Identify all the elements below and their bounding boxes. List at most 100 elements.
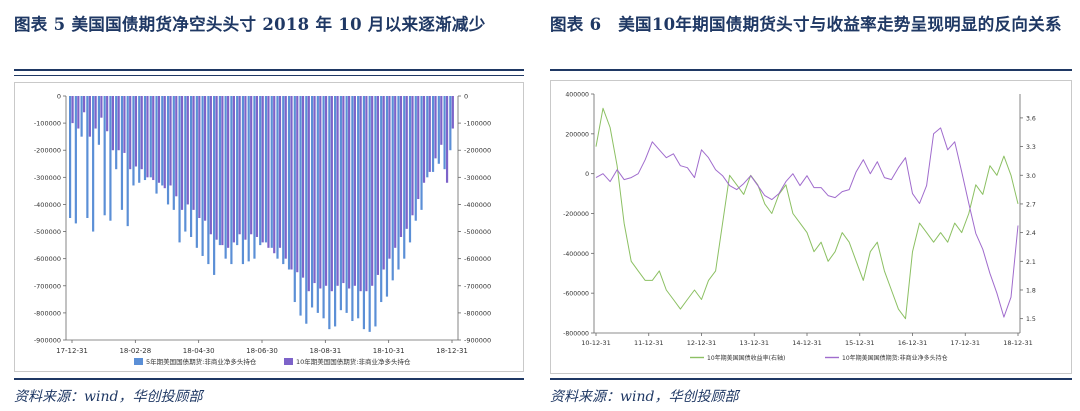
- bar: [313, 96, 316, 284]
- bar: [213, 96, 216, 275]
- x-tick-label: 17-12-31: [950, 339, 980, 347]
- bar: [267, 96, 270, 248]
- bar: [405, 96, 408, 229]
- bar: [365, 96, 368, 292]
- bar: [359, 96, 362, 292]
- bar: [94, 96, 97, 129]
- y-tick-label: -600000: [563, 291, 589, 298]
- figure-5: 图表 5 美国国债期货净空头头寸 2018 年 10 月以来逐渐减少 0 0 -10…: [0, 0, 530, 411]
- legend-swatch: [134, 358, 143, 365]
- legend-swatch: [284, 358, 293, 365]
- bar: [328, 96, 331, 330]
- y2-tick-label: -500000: [464, 228, 491, 236]
- bar: [451, 96, 454, 129]
- bar: [255, 96, 259, 237]
- y2-tick-label: 3.3: [1026, 144, 1036, 151]
- bar: [106, 96, 109, 132]
- y2-tick-label: -100000: [464, 120, 491, 128]
- y2-tick-label: -700000: [464, 282, 491, 290]
- bar: [80, 96, 83, 137]
- bar: [362, 96, 366, 330]
- bar: [198, 96, 201, 218]
- bar: [201, 96, 204, 256]
- bar: [192, 96, 195, 210]
- bar: [299, 96, 302, 316]
- title-rule-thin: [14, 75, 524, 76]
- line-chart: 400000 200000 0 -200000 -400000 -600000 -80000…: [550, 80, 1072, 374]
- figure-6: 图表 6 美国10年期国债期货头寸与收益率走势呈现明显的反向关系 400000 2…: [548, 0, 1080, 411]
- title-rule: [14, 69, 524, 71]
- bar: [382, 96, 385, 270]
- bar: [394, 96, 397, 248]
- x-tick-label: 17-12-31: [56, 347, 88, 355]
- bar: [408, 96, 412, 243]
- y-tick-label: 200000: [565, 131, 589, 138]
- bar: [422, 96, 426, 183]
- bar: [287, 96, 291, 270]
- bar: [353, 96, 356, 286]
- bar: [123, 96, 126, 153]
- x-tick-label: 13-12-31: [739, 339, 769, 347]
- y-tick-label: 0: [585, 171, 589, 178]
- bar: [385, 96, 389, 297]
- bar: [293, 96, 296, 303]
- bar: [437, 96, 440, 164]
- bar: [175, 96, 178, 197]
- bar: [71, 96, 74, 124]
- bar: [224, 96, 227, 259]
- bar: [134, 96, 138, 167]
- bar: [209, 96, 212, 235]
- series-line: [595, 107, 1019, 320]
- y-tick-label: -600000: [34, 255, 61, 263]
- bar: [253, 96, 256, 259]
- bar: [97, 96, 100, 145]
- bar: [426, 96, 429, 178]
- y2-tick-label: 2.4: [1026, 230, 1036, 237]
- bar: [88, 96, 91, 137]
- bar: [278, 96, 282, 248]
- bar-chart: 0 0 -100000 -100000 -200000 -200000 -300000 -30…: [14, 82, 524, 372]
- bar: [140, 96, 143, 170]
- bar: [428, 96, 431, 172]
- bar: [227, 96, 230, 248]
- bar: [241, 96, 245, 265]
- x-tick-label: 18-12-31: [1003, 339, 1033, 347]
- bar: [345, 96, 348, 313]
- x-tick-label: 14-12-31: [792, 339, 822, 347]
- bar: [218, 96, 221, 246]
- y-tick-label: -800000: [34, 309, 61, 317]
- bar: [348, 96, 351, 289]
- x-tick-label: 16-12-31: [898, 339, 928, 347]
- bar: [261, 96, 264, 243]
- y-tick-label: -400000: [34, 201, 61, 209]
- bar: [77, 96, 80, 129]
- bar: [276, 96, 279, 259]
- bar: [282, 96, 285, 265]
- bar: [161, 96, 164, 186]
- bar: [322, 96, 325, 319]
- figure-title: 图表 6 美国10年期国债期货头寸与收益率走势呈现明显的反向关系: [550, 15, 1062, 34]
- y-tick-label: 0: [57, 93, 61, 101]
- bar: [132, 96, 135, 186]
- bar: [351, 96, 354, 322]
- y2-tick-label: -200000: [464, 147, 491, 155]
- y2-tick-label: 1.5: [1026, 316, 1036, 323]
- bar: [232, 96, 235, 243]
- bar: [126, 96, 129, 227]
- bar: [307, 96, 310, 292]
- y2-tick-label: -900000: [464, 337, 491, 345]
- bar: [296, 96, 299, 273]
- bar: [403, 96, 406, 259]
- source-note: 资料来源：wind，华创投顾部: [14, 389, 203, 405]
- bar: [169, 96, 172, 186]
- bar: [186, 96, 189, 205]
- y2-tick-label: -600000: [464, 255, 491, 263]
- bar: [103, 96, 106, 216]
- bar: [290, 96, 293, 270]
- bar: [117, 96, 120, 151]
- bar: [74, 96, 77, 224]
- bar: [129, 96, 132, 170]
- bar: [399, 96, 403, 237]
- x-tick-label: 18-04-30: [183, 347, 215, 355]
- legend-label: 10年期美国国债期货:非商业净多头持仓: [842, 354, 948, 362]
